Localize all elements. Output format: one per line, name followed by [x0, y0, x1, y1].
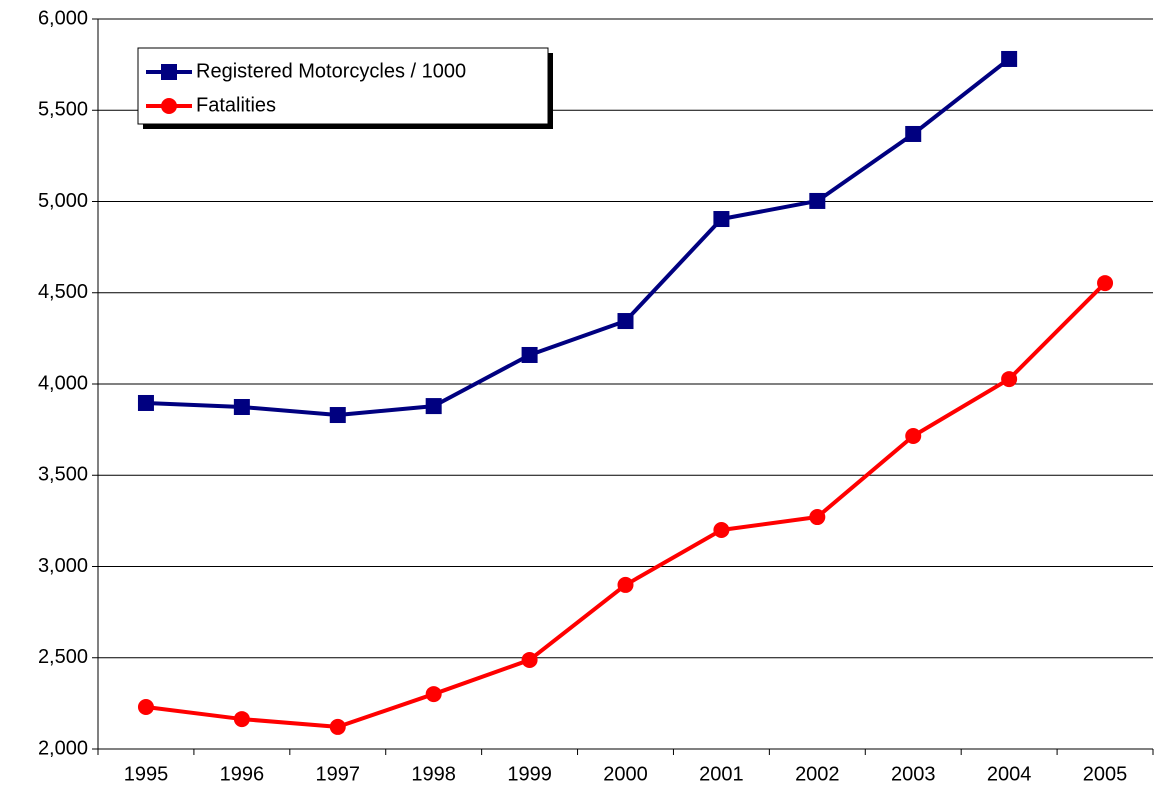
x-tick-label: 2003	[891, 763, 936, 785]
data-point	[137, 699, 154, 716]
data-point	[521, 651, 538, 668]
data-point	[233, 398, 250, 415]
legend-box	[137, 47, 549, 125]
x-tick-label: 2005	[1083, 763, 1128, 785]
y-tick-label: 5,000	[38, 190, 88, 212]
y-tick-label: 5,500	[38, 99, 88, 121]
y-tick-label: 4,000	[38, 372, 88, 394]
data-point	[425, 686, 442, 703]
x-tick-label: 1995	[124, 763, 169, 785]
x-tick-label: 1999	[507, 763, 552, 785]
series-line	[145, 57, 1011, 418]
y-tick-label: 2,000	[38, 737, 88, 759]
x-tick-label: 2001	[699, 763, 744, 785]
x-tick-label: 2004	[987, 763, 1032, 785]
data-point	[329, 407, 346, 424]
data-point	[713, 211, 730, 228]
data-point	[713, 522, 730, 538]
y-tick-label: 6,000	[38, 7, 88, 29]
y-tick-label: 3,000	[38, 555, 88, 577]
data-point	[1001, 50, 1018, 67]
legend-marker	[161, 98, 177, 114]
y-tick-label: 4,500	[38, 281, 88, 303]
y-tick-label: 2,500	[38, 646, 88, 668]
y-tick-label: 3,500	[38, 464, 88, 486]
x-tick-label: 1998	[411, 763, 456, 785]
data-point	[617, 576, 634, 593]
x-tick-label: 1996	[220, 763, 265, 785]
data-point	[809, 192, 826, 209]
data-point	[329, 718, 346, 735]
data-point	[905, 428, 922, 445]
data-point	[617, 313, 634, 330]
series-line	[145, 281, 1107, 729]
data-point	[233, 711, 250, 728]
legend-marker	[161, 64, 177, 80]
x-tick-label: 2000	[603, 763, 648, 785]
x-tick-label: 2002	[795, 763, 840, 785]
data-point	[905, 125, 922, 142]
legend-label: Fatalities	[196, 94, 276, 116]
data-point	[1001, 371, 1018, 388]
data-point	[521, 346, 538, 363]
data-point	[809, 509, 826, 526]
x-tick-label: 1997	[316, 763, 361, 785]
legend-label: Registered Motorcycles / 1000	[196, 60, 466, 82]
data-point	[137, 394, 154, 411]
data-point	[425, 398, 442, 415]
data-point	[1097, 275, 1114, 292]
